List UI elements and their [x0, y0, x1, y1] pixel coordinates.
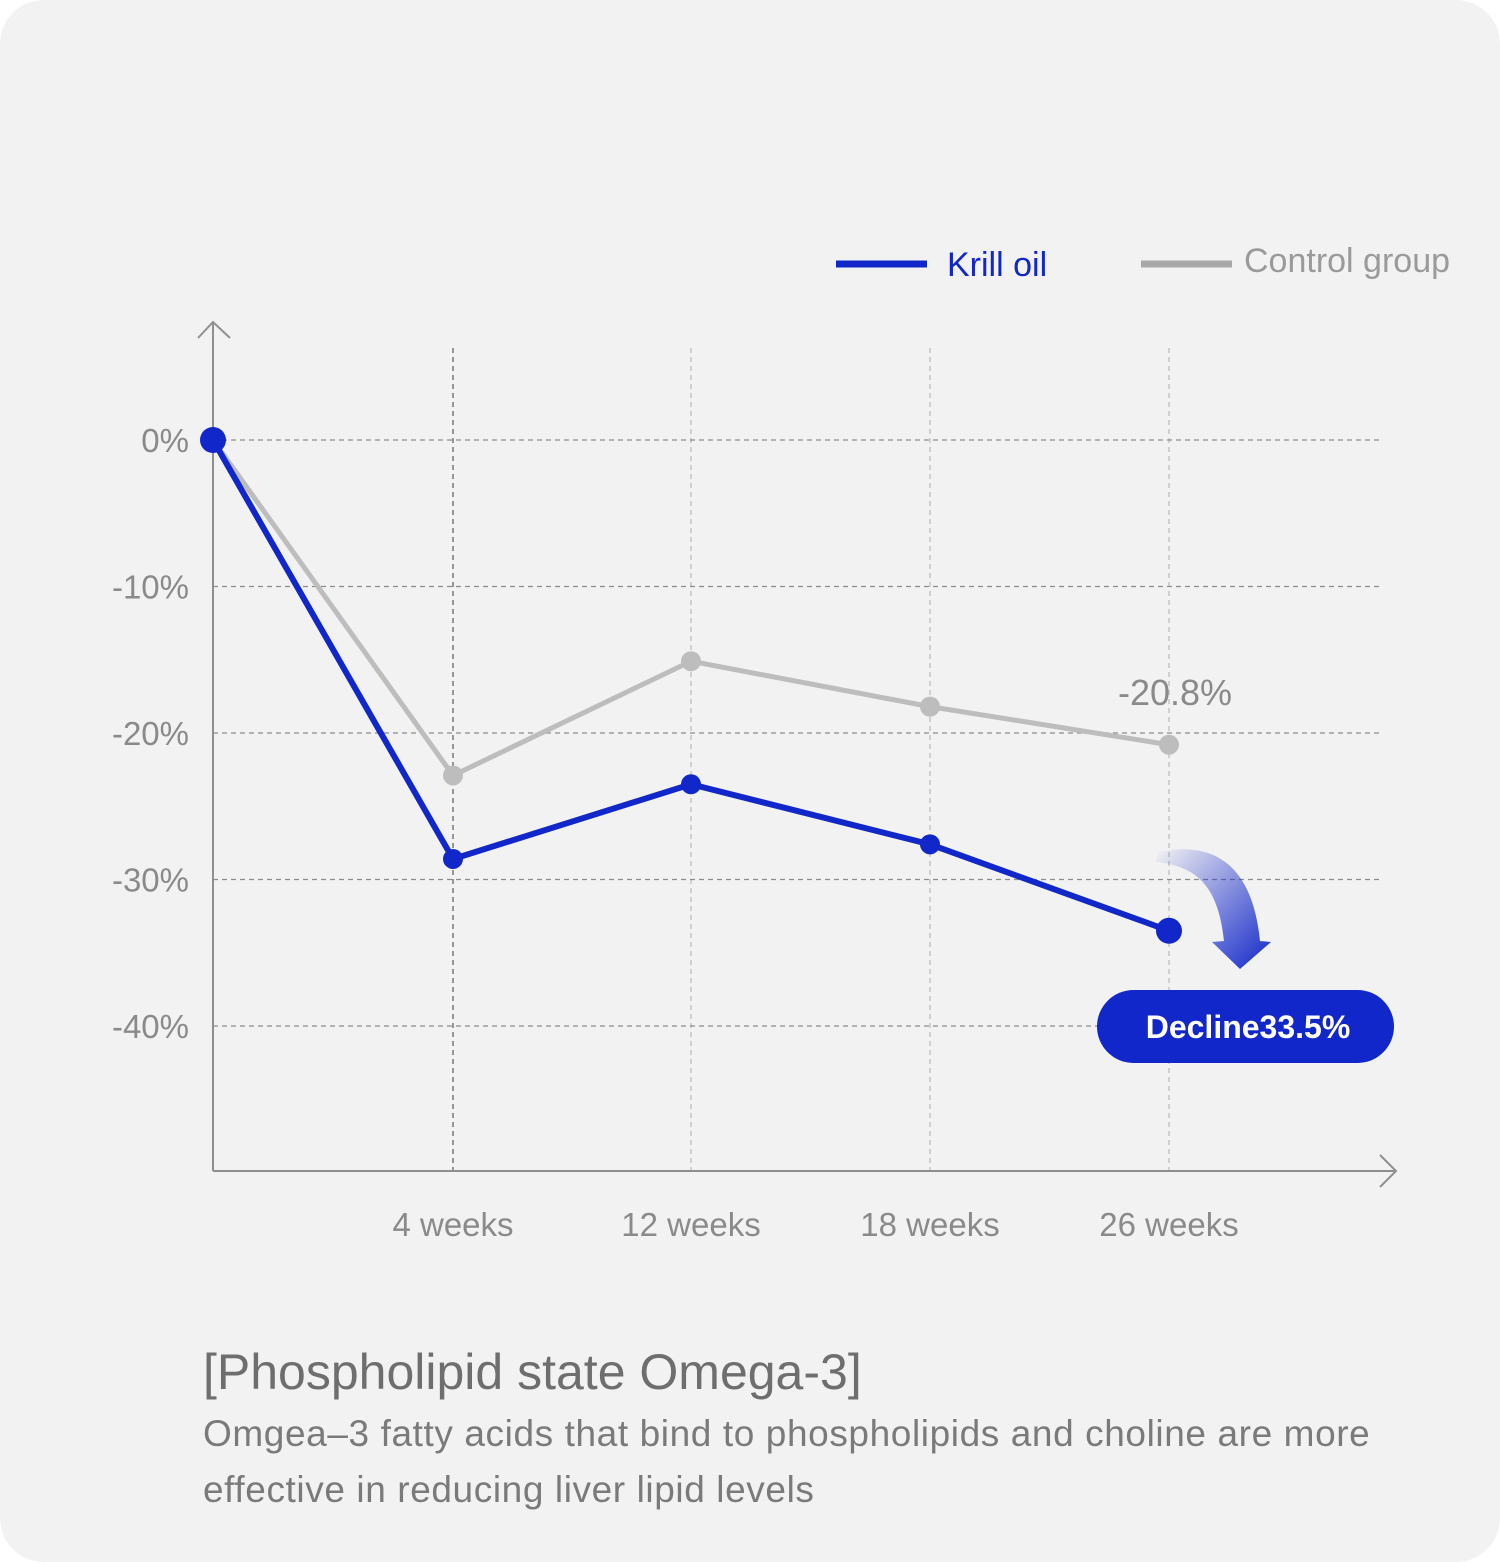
x-tick-labels: 4 weeks 12 weeks 18 weeks 26 weeks — [392, 1206, 1238, 1243]
decline-badge-label: Decline33.5% — [1146, 1009, 1351, 1045]
control-end-value-label: -20.8% — [1118, 672, 1232, 713]
vertical-gridlines — [452, 348, 1170, 1171]
x-tick-label: 4 weeks — [392, 1206, 513, 1243]
axes — [197, 320, 1398, 1188]
decline-arrow-icon — [1156, 849, 1271, 969]
y-axis-arrow-icon — [197, 320, 231, 339]
caption: [Phospholipid state Omega-3] Omgea–3 fat… — [203, 1340, 1463, 1518]
legend-item-krill: Krill oil — [836, 246, 1047, 284]
y-tick-labels: 0% -10% -20% -30% -40% — [112, 422, 189, 1045]
legend-item-control: Control group — [1141, 242, 1450, 280]
y-tick-label: -20% — [112, 715, 189, 752]
krill-point — [681, 774, 701, 795]
series-krill-oil — [200, 427, 1182, 944]
legend-label-krill: Krill oil — [947, 246, 1047, 284]
y-tick-label: 0% — [141, 422, 189, 459]
krill-point — [920, 834, 940, 855]
control-line — [210, 437, 1172, 778]
krill-point — [1156, 917, 1182, 944]
legend: Krill oil Control group — [836, 242, 1450, 284]
x-tick-label: 18 weeks — [860, 1206, 999, 1243]
decline-badge: Decline33.5% — [1097, 990, 1394, 1063]
control-point — [920, 696, 940, 717]
horizontal-gridlines — [213, 439, 1380, 1027]
control-point — [1159, 734, 1179, 755]
krill-point — [443, 848, 463, 869]
y-tick-label: -40% — [112, 1008, 189, 1045]
control-point — [443, 765, 463, 786]
decline-badge-background — [1097, 990, 1394, 1063]
caption-body: Omgea–3 fatty acids that bind to phospho… — [203, 1413, 1371, 1510]
legend-label-control: Control group — [1244, 242, 1450, 280]
krill-point — [200, 427, 226, 453]
y-tick-label: -10% — [112, 569, 189, 606]
x-tick-label: 26 weeks — [1099, 1206, 1238, 1243]
x-axis-arrow-icon — [1379, 1154, 1398, 1188]
caption-title: [Phospholipid state Omega-3] — [203, 1344, 862, 1400]
y-tick-label: -30% — [112, 862, 189, 899]
control-point — [681, 651, 701, 672]
x-tick-label: 12 weeks — [621, 1206, 760, 1243]
